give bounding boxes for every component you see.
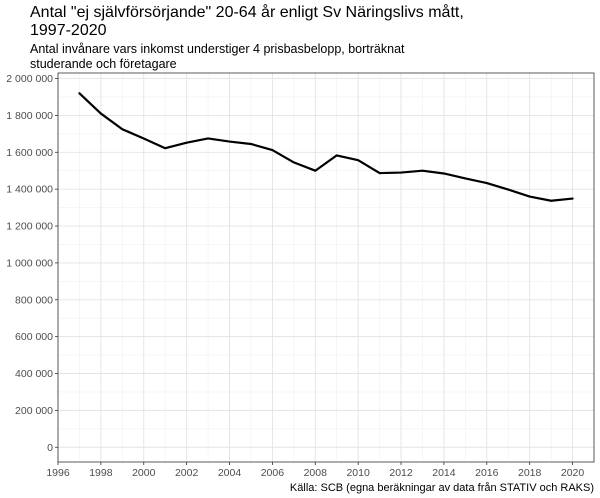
chart-title-line-2: 1997-2020 <box>30 22 107 39</box>
y-tick-label: 2 000 000 <box>6 73 53 85</box>
x-tick-label: 2004 <box>218 467 242 479</box>
y-tick-label: 1 200 000 <box>6 221 53 233</box>
x-tick-label: 1996 <box>46 467 70 479</box>
y-tick-label: 600 000 <box>15 331 53 343</box>
x-tick-label: 2002 <box>175 467 199 479</box>
plot-panel-border <box>57 72 595 463</box>
x-tick-label: 2016 <box>475 467 499 479</box>
chart-title: Antal "ej självförsörjande" 20-64 år enl… <box>30 4 590 40</box>
minor-gridlines <box>58 73 594 462</box>
x-tick-label: 2008 <box>304 467 328 479</box>
x-tick-label: 2000 <box>132 467 156 479</box>
chart-subtitle: Antal invånare vars inkomst understiger … <box>30 42 590 72</box>
x-tick-label: 1998 <box>89 467 113 479</box>
y-tick-label: 0 <box>47 442 53 454</box>
y-tick-label: 1 000 000 <box>6 257 53 269</box>
x-tick-label: 2006 <box>261 467 285 479</box>
y-tick-label: 1 400 000 <box>6 184 53 196</box>
series-line <box>78 92 574 202</box>
x-tick-label: 2014 <box>432 467 456 479</box>
source-caption: Källa: SCB (egna beräkningar av data frå… <box>289 482 594 494</box>
axis-ticks <box>55 78 573 465</box>
y-tick-label: 800 000 <box>15 294 53 306</box>
y-tick-label: 200 000 <box>15 405 53 417</box>
x-tick-label: 2010 <box>346 467 370 479</box>
y-tick-label: 1 600 000 <box>6 147 53 159</box>
x-tick-label: 2018 <box>518 467 542 479</box>
x-tick-label: 2012 <box>389 467 413 479</box>
tick-labels: 1996 1998 2000 2002 2004 2006 2008 2010 2012 2014… <box>6 73 584 479</box>
chart-subtitle-line-2: studerande och företagare <box>30 57 177 71</box>
x-tick-label: 2020 <box>561 467 585 479</box>
y-tick-label: 1 800 000 <box>6 110 53 122</box>
chart-title-line-1: Antal "ej självförsörjande" 20-64 år enl… <box>30 4 464 21</box>
y-tick-label: 400 000 <box>15 368 53 380</box>
major-gridlines <box>57 73 594 462</box>
chart-subtitle-line-1: Antal invånare vars inkomst understiger … <box>30 42 405 56</box>
series-layer <box>78 92 574 202</box>
